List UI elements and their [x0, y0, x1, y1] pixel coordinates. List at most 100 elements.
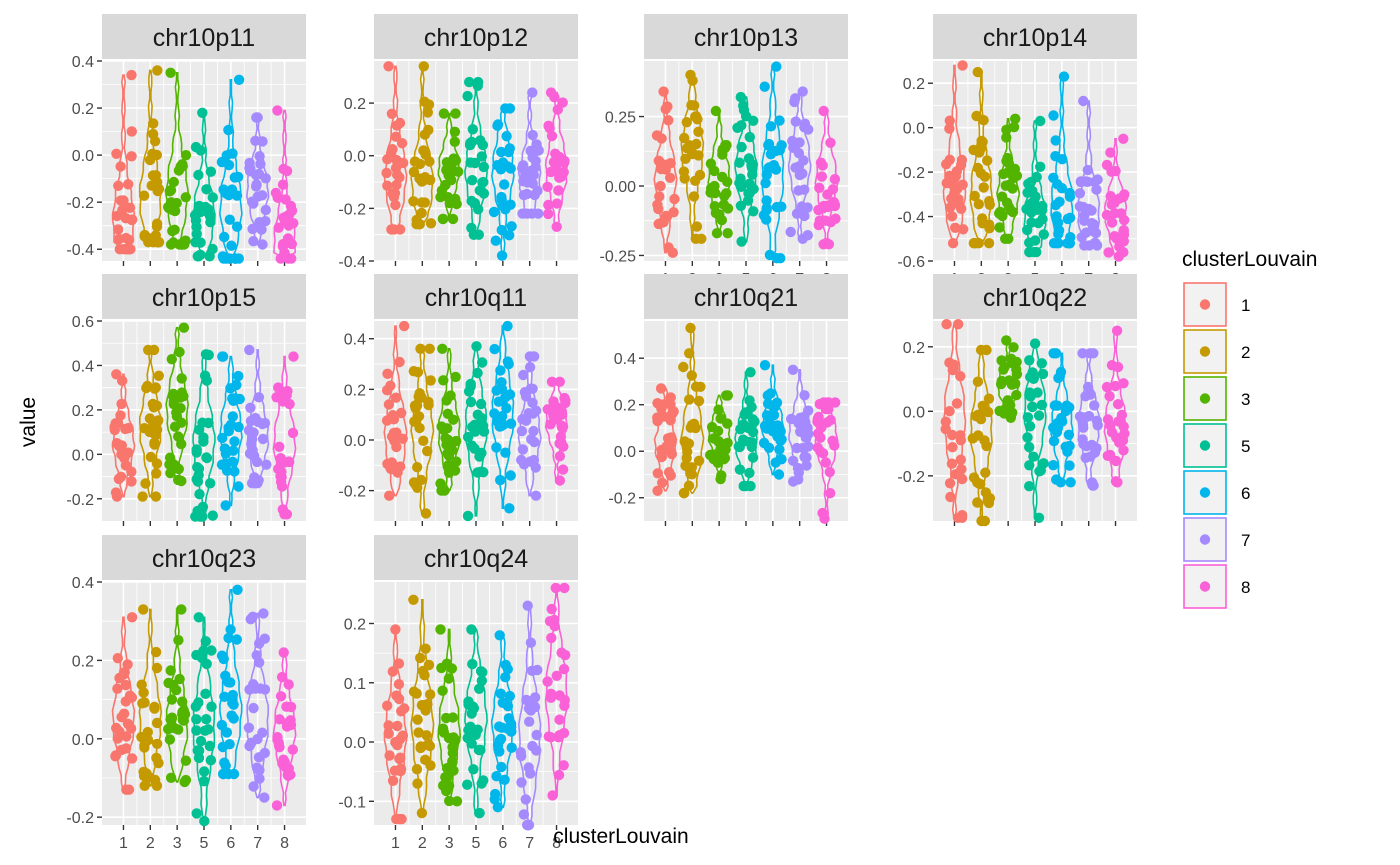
- violin-cluster-3: [996, 118, 1021, 240]
- data-point-cluster-1: [394, 356, 405, 368]
- data-point-cluster-5: [738, 480, 749, 492]
- violin-cluster-3: [165, 326, 190, 482]
- data-point-cluster-6: [776, 140, 787, 151]
- data-point-cluster-6: [495, 164, 507, 175]
- data-point-cluster-2: [138, 687, 149, 698]
- data-point-cluster-5: [195, 237, 206, 248]
- data-point-cluster-7: [1088, 219, 1099, 230]
- data-point-cluster-6: [496, 146, 507, 158]
- data-point-cluster-2: [978, 182, 989, 193]
- data-point-cluster-3: [718, 441, 729, 452]
- data-point-cluster-2: [693, 395, 705, 407]
- facet-strip: [933, 14, 1137, 59]
- data-point-cluster-8: [546, 376, 558, 387]
- data-point-cluster-8: [542, 181, 553, 192]
- data-point-cluster-7: [253, 752, 265, 763]
- data-point-cluster-2: [139, 423, 150, 434]
- data-point-cluster-5: [207, 243, 218, 255]
- data-point-cluster-7: [1091, 240, 1103, 251]
- y-tick-label: -0.4: [338, 254, 366, 271]
- data-point-cluster-6: [492, 802, 503, 813]
- data-point-cluster-5: [478, 161, 489, 173]
- data-point-cluster-5: [735, 200, 747, 211]
- data-point-cluster-2: [415, 343, 426, 354]
- data-point-cluster-3: [451, 796, 463, 807]
- data-point-cluster-7: [248, 236, 259, 247]
- data-point-cluster-5: [475, 135, 486, 146]
- data-point-cluster-7: [531, 729, 542, 741]
- legend-point: [1199, 534, 1211, 545]
- y-tick-label: 0.00: [605, 179, 636, 196]
- data-point-cluster-7: [527, 129, 538, 141]
- facet-strip-label: chr10q24: [424, 545, 528, 573]
- data-point-cluster-6: [495, 688, 506, 699]
- data-point-cluster-6: [218, 184, 229, 195]
- data-point-cluster-8: [270, 187, 282, 199]
- x-tick-label: 7: [253, 835, 262, 852]
- legend-label: 6: [1241, 484, 1250, 503]
- data-point-cluster-3: [173, 474, 184, 486]
- data-point-cluster-5: [476, 675, 487, 686]
- data-point-cluster-2: [420, 508, 432, 519]
- data-point-cluster-2: [684, 394, 695, 405]
- data-point-cluster-3: [165, 467, 176, 479]
- data-point-cluster-2: [980, 467, 991, 478]
- data-point-cluster-6: [495, 474, 506, 486]
- data-point-cluster-2: [423, 738, 434, 750]
- data-point-cluster-1: [396, 138, 408, 149]
- facet-strip-label: chr10q23: [152, 545, 256, 573]
- data-point-cluster-7: [530, 490, 542, 501]
- data-point-cluster-1: [655, 383, 667, 394]
- data-point-cluster-1: [120, 679, 131, 691]
- data-point-cluster-5: [198, 645, 209, 657]
- data-point-cluster-7: [257, 239, 268, 250]
- data-point-cluster-5: [462, 431, 474, 443]
- data-point-cluster-7: [789, 96, 800, 108]
- legend-entry-1: 1: [1183, 282, 1250, 327]
- data-point-cluster-6: [226, 184, 238, 195]
- data-point-cluster-8: [825, 216, 837, 228]
- y-axis-title: value: [17, 397, 40, 447]
- data-point-cluster-1: [387, 666, 398, 677]
- data-point-cluster-6: [1048, 110, 1059, 121]
- data-point-cluster-2: [421, 730, 432, 741]
- data-point-cluster-7: [801, 460, 812, 471]
- data-point-cluster-6: [217, 741, 228, 753]
- data-point-cluster-8: [549, 92, 560, 103]
- data-point-cluster-3: [996, 378, 1007, 390]
- x-tick-label: 2: [146, 835, 155, 852]
- data-point-cluster-5: [473, 204, 484, 215]
- data-point-cluster-3: [722, 203, 734, 214]
- data-point-cluster-1: [381, 385, 393, 396]
- data-point-cluster-1: [113, 180, 124, 191]
- data-point-cluster-2: [686, 469, 698, 480]
- data-point-cluster-2: [414, 388, 425, 399]
- data-point-cluster-3: [715, 413, 726, 424]
- data-point-cluster-5: [462, 510, 474, 522]
- data-point-cluster-5: [478, 176, 489, 188]
- data-point-cluster-3: [176, 604, 187, 615]
- data-point-cluster-8: [824, 466, 835, 478]
- data-point-cluster-3: [174, 346, 185, 358]
- data-point-cluster-6: [765, 121, 777, 132]
- y-tick-label: 0.2: [903, 76, 925, 93]
- data-point-cluster-7: [532, 664, 543, 676]
- facet-strip: [374, 14, 578, 59]
- data-point-cluster-8: [1118, 133, 1129, 144]
- data-point-cluster-5: [736, 120, 747, 131]
- data-point-cluster-3: [451, 435, 462, 447]
- data-point-cluster-7: [523, 762, 534, 773]
- data-point-cluster-3: [436, 185, 448, 196]
- data-point-cluster-8: [558, 760, 569, 771]
- data-point-cluster-1: [656, 163, 667, 175]
- data-point-cluster-1: [665, 446, 677, 458]
- data-point-cluster-5: [200, 636, 211, 647]
- x-tick-label: 5: [472, 835, 481, 852]
- y-tick-label: 0.0: [614, 444, 636, 461]
- data-point-cluster-7: [527, 397, 538, 408]
- data-point-cluster-1: [386, 224, 398, 235]
- data-point-cluster-7: [531, 745, 542, 756]
- y-tick-label: 0.0: [344, 149, 366, 166]
- data-point-cluster-3: [994, 222, 1005, 233]
- data-point-cluster-7: [253, 392, 265, 403]
